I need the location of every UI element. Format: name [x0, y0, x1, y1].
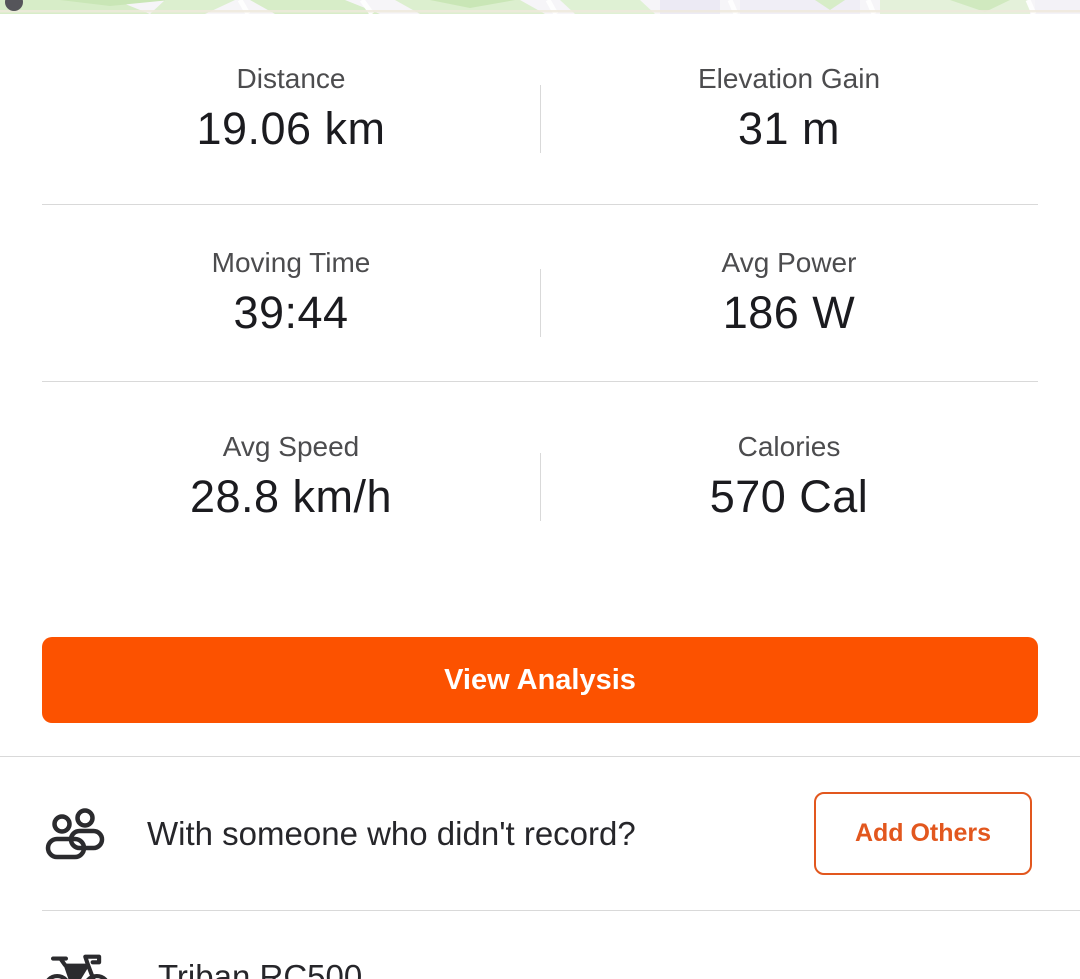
column-divider	[540, 269, 541, 337]
partner-row: With someone who didn't record? Add Othe…	[0, 757, 1080, 910]
list-divider	[42, 910, 1080, 911]
column-divider	[540, 85, 541, 153]
partner-question-text: With someone who didn't record?	[147, 814, 636, 852]
bicycle-icon	[42, 948, 112, 979]
bike-name-text: Triban RC500	[158, 958, 363, 979]
map-art	[0, 0, 1080, 14]
stat-label: Elevation Gain	[697, 63, 881, 94]
add-others-button[interactable]: Add Others	[814, 792, 1032, 875]
stats-row-3: Avg Speed 28.8 km/h Calories 570 Cal	[42, 382, 1038, 572]
stat-value: 19.06 km	[196, 103, 386, 154]
stats-row-1: Distance 19.06 km Elevation Gain 31 m	[42, 14, 1038, 205]
stat-label: Distance	[236, 63, 346, 94]
stat-calories: Calories 570 Cal	[540, 430, 1038, 524]
stat-moving-time: Moving Time 39:44	[42, 246, 540, 340]
stat-value: 39:44	[233, 287, 349, 338]
stat-value: 31 m	[737, 103, 841, 154]
stat-value: 28.8 km/h	[189, 471, 393, 522]
stats-row-2: Moving Time 39:44 Avg Power 186 W	[42, 205, 1038, 382]
gear-row[interactable]: Triban RC500	[0, 911, 1080, 979]
stat-value: 186 W	[722, 287, 856, 338]
people-icon	[42, 804, 108, 864]
section-divider	[0, 756, 1080, 757]
stat-elevation-gain: Elevation Gain 31 m	[540, 62, 1038, 156]
map-marker-dot	[5, 0, 23, 11]
stat-label: Calories	[737, 431, 841, 462]
stat-label: Avg Speed	[222, 431, 360, 462]
stat-distance: Distance 19.06 km	[42, 62, 540, 156]
stat-value: 570 Cal	[709, 471, 869, 522]
view-analysis-button[interactable]: View Analysis	[42, 637, 1038, 723]
stat-label: Avg Power	[721, 247, 857, 278]
stat-avg-power: Avg Power 186 W	[540, 246, 1038, 340]
column-divider	[540, 453, 541, 521]
activity-stats: Distance 19.06 km Elevation Gain 31 m Mo…	[42, 14, 1038, 572]
stat-avg-speed: Avg Speed 28.8 km/h	[42, 430, 540, 524]
map-preview-strip[interactable]	[0, 0, 1080, 14]
stat-label: Moving Time	[211, 247, 371, 278]
